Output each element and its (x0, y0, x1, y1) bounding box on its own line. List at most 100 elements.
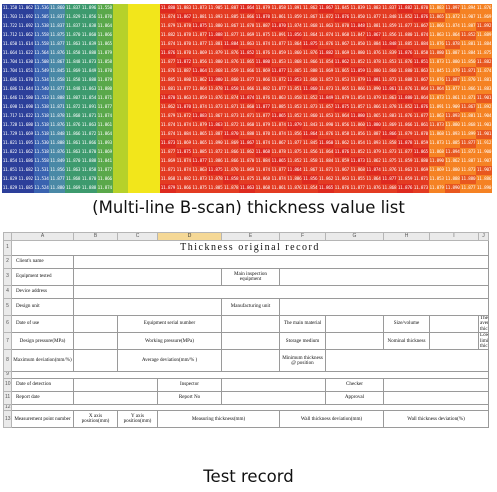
date-of-detection-value[interactable] (73, 377, 158, 392)
heatmap-cell: 11.865 (96, 40, 113, 49)
working-pressure-value[interactable] (221, 332, 280, 351)
heatmap-cell: 11.866 (239, 13, 255, 22)
row-number[interactable]: 3 (3, 268, 12, 286)
heatmap-cell: 11.861 (270, 13, 287, 22)
row-number[interactable]: 6 (3, 314, 12, 334)
row-number[interactable]: 8 (3, 349, 12, 373)
heatmap-cell: 11.861 (444, 94, 461, 103)
checker-label[interactable]: Checker (325, 377, 384, 392)
main-inspection-equipment-label[interactable]: Main inspection equipment (221, 268, 280, 286)
row-number[interactable]: 11 (3, 390, 12, 405)
report-date-value[interactable] (73, 390, 158, 405)
report-no-label[interactable]: Report No (157, 390, 222, 405)
col-header-g[interactable]: G (325, 232, 384, 241)
corner-cell[interactable] (3, 232, 12, 241)
minimum-thickness-position-label[interactable]: Minimum thickness @ position (279, 349, 326, 373)
col-header-d[interactable]: D (157, 232, 222, 241)
equipment-tested-value[interactable] (73, 268, 222, 286)
record-title[interactable]: Thickness original record (11, 240, 489, 256)
col-header-b[interactable]: B (73, 232, 118, 241)
minimum-thickness-position-value[interactable] (325, 349, 489, 373)
max-deviation-value[interactable] (73, 349, 118, 373)
main-material-label[interactable]: The main material (279, 314, 326, 334)
equipment-tested-label[interactable]: Equipment tested (11, 268, 74, 286)
client-name-value[interactable] (73, 255, 489, 269)
row-number[interactable]: 12 (3, 403, 12, 412)
row-number[interactable]: 2 (3, 255, 12, 269)
heatmap-cell: 11.875 (191, 22, 208, 31)
checker-value[interactable] (383, 377, 489, 392)
heatmap-cell: 11.866 (96, 175, 113, 184)
heatmap-cell: 11.885 (397, 40, 413, 49)
heatmap-cell: 11.856 (81, 13, 97, 22)
heatmap-cell: 11.870 (175, 49, 192, 58)
row-number[interactable]: 4 (3, 285, 12, 299)
row-number[interactable]: 1 (3, 240, 12, 256)
spacer-cell[interactable] (11, 371, 489, 379)
approval-value[interactable] (383, 390, 489, 405)
manufacturing-unit-value[interactable] (279, 298, 489, 316)
col-header-h[interactable]: H (383, 232, 430, 241)
wall-thickness-deviation-pct-header[interactable]: Wall thickness deviation(%) (383, 410, 489, 429)
col-header-e[interactable]: E (221, 232, 280, 241)
row-number[interactable]: 7 (3, 332, 12, 351)
design-pressure-label[interactable]: Design pressure(MPa) (11, 332, 74, 351)
row-number[interactable]: 13 (3, 410, 12, 429)
measuring-thickness-header[interactable]: Measuring thickness(mm) (157, 410, 280, 429)
main-material-value[interactable] (325, 314, 384, 334)
col-header-a[interactable]: A (11, 232, 74, 241)
average-deviation-value[interactable] (221, 349, 280, 373)
nominal-thickness-value[interactable] (429, 332, 479, 351)
col-header-i[interactable]: I (429, 232, 479, 241)
equipment-serial-number-value[interactable] (221, 314, 280, 334)
col-header-c[interactable]: C (117, 232, 158, 241)
date-of-use-value[interactable] (73, 314, 118, 334)
approval-label[interactable]: Approval (325, 390, 384, 405)
measurement-point-number-header[interactable]: Measurement point number (11, 410, 74, 429)
heatmap-cell: 11.871 (81, 112, 97, 121)
report-no-value[interactable] (221, 390, 326, 405)
storage-medium-label[interactable]: Storage medium (279, 332, 326, 351)
heatmap-cell (144, 103, 161, 112)
heatmap-cell: 11.880 (160, 4, 176, 13)
heatmap-cell: 11.630 (17, 58, 34, 67)
manufacturing-unit-label[interactable]: Manufacturing unit (221, 298, 280, 316)
date-of-use-label[interactable]: Date of use (11, 314, 74, 334)
main-inspection-equipment-value[interactable] (279, 268, 489, 286)
wall-thickness-deviation-mm-header[interactable]: Wall thickness deviation(mm) (279, 410, 384, 429)
size-volume-value[interactable] (429, 314, 479, 334)
sheet-caption: Test record (203, 467, 294, 486)
nominal-thickness-label[interactable]: Nominal thickness (383, 332, 430, 351)
equipment-serial-number-label[interactable]: Equipment serial number (117, 314, 222, 334)
row-number[interactable]: 5 (3, 298, 12, 316)
design-unit-label[interactable]: Design unit (11, 298, 74, 316)
y-axis-position-header[interactable]: Y axis position(mm) (117, 410, 158, 429)
heatmap-cell: 11.870 (81, 148, 97, 157)
col-header-f[interactable]: F (279, 232, 326, 241)
max-deviation-label[interactable]: Maximum deviation(mm/%) (11, 349, 74, 373)
client-name-label[interactable]: Client's name (11, 255, 74, 269)
storage-medium-value[interactable] (325, 332, 384, 351)
heatmap-cell (144, 139, 161, 148)
average-deviation-label[interactable]: Average deviation(mm/% ) (117, 349, 222, 373)
device-address-label[interactable]: Device address (11, 285, 74, 299)
design-pressure-value[interactable] (73, 332, 118, 351)
inspector-label[interactable]: Inspector (157, 377, 222, 392)
device-address-value[interactable] (73, 285, 489, 299)
avg-thickness-label[interactable]: The average thickness (478, 314, 489, 334)
inspector-value[interactable] (221, 377, 326, 392)
heatmap-cell: 11.879 (160, 22, 176, 31)
spacer-cell[interactable] (11, 403, 489, 412)
row-number[interactable]: 10 (3, 377, 12, 392)
heatmap-cell: 11.887 (444, 49, 461, 58)
heatmap-cell: 11.862 (333, 139, 350, 148)
date-of-detection-label[interactable]: Date of detection (11, 377, 74, 392)
report-date-label[interactable]: Report date (11, 390, 74, 405)
working-pressure-label[interactable]: Working pressure(MPa) (117, 332, 222, 351)
design-unit-value[interactable] (73, 298, 222, 316)
heatmap-cell: 11.893 (365, 139, 382, 148)
size-volume-label[interactable]: Size/volume (383, 314, 430, 334)
col-header-j[interactable]: J (478, 232, 489, 241)
x-axis-position-header[interactable]: X axis position(mm) (73, 410, 118, 429)
